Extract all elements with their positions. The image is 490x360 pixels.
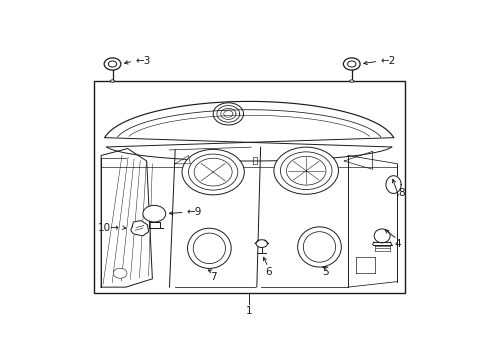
Polygon shape [101, 149, 152, 287]
Circle shape [347, 61, 356, 67]
Text: 5: 5 [322, 267, 328, 277]
Text: 7: 7 [210, 273, 217, 283]
Text: 8: 8 [398, 188, 404, 198]
Circle shape [189, 154, 238, 190]
Ellipse shape [350, 80, 354, 82]
Ellipse shape [110, 80, 115, 82]
Text: 6: 6 [265, 267, 271, 277]
Text: ←9: ←9 [187, 207, 202, 217]
Circle shape [274, 147, 339, 194]
Ellipse shape [188, 228, 231, 269]
Circle shape [343, 58, 360, 70]
Text: ←3: ←3 [135, 56, 151, 66]
Circle shape [280, 152, 332, 190]
Text: 4: 4 [394, 239, 401, 249]
Circle shape [104, 58, 121, 70]
Bar [94, 81, 405, 293]
Polygon shape [131, 221, 148, 236]
Circle shape [108, 61, 117, 67]
Ellipse shape [256, 240, 268, 247]
Ellipse shape [297, 227, 342, 267]
Text: 10→: 10→ [98, 222, 120, 233]
Polygon shape [386, 176, 401, 193]
Circle shape [182, 149, 245, 195]
Text: ←2: ←2 [380, 56, 395, 66]
Ellipse shape [303, 232, 336, 262]
Text: 1: 1 [246, 306, 252, 316]
Circle shape [287, 156, 326, 185]
Circle shape [143, 205, 166, 222]
Circle shape [113, 268, 127, 278]
Ellipse shape [193, 233, 225, 264]
Circle shape [194, 158, 232, 186]
Ellipse shape [374, 229, 390, 243]
